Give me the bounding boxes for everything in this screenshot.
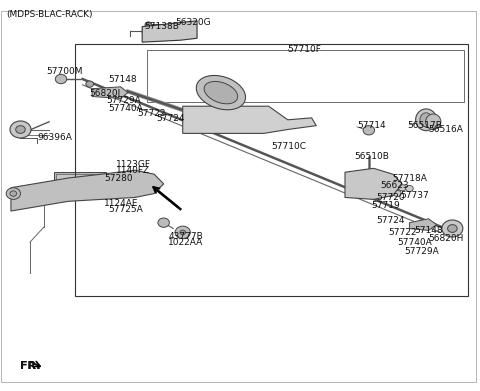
Circle shape [384,185,392,191]
Text: 57722: 57722 [137,109,166,118]
Circle shape [16,126,25,133]
Polygon shape [92,87,128,99]
Text: 56517B: 56517B [407,121,442,130]
Text: FR.: FR. [21,361,41,371]
Text: FR.: FR. [21,361,41,371]
Polygon shape [11,170,164,211]
Text: 57700M: 57700M [47,67,83,76]
Text: 1022AA: 1022AA [168,238,204,247]
FancyBboxPatch shape [54,172,107,196]
FancyBboxPatch shape [56,174,104,194]
Circle shape [363,126,374,135]
Text: (MDPS-BLAC-RACK): (MDPS-BLAC-RACK) [6,11,93,20]
Text: 57740A: 57740A [397,238,432,247]
Circle shape [391,185,399,191]
Circle shape [145,22,152,27]
Text: 56320G: 56320G [176,18,211,27]
Circle shape [447,224,457,232]
Text: 57714: 57714 [357,121,385,130]
Ellipse shape [416,109,437,131]
Text: 57729A: 57729A [405,247,439,256]
Text: 57710F: 57710F [288,45,322,54]
Circle shape [55,74,67,84]
FancyBboxPatch shape [149,23,192,38]
Text: 1123GF: 1123GF [116,160,151,169]
Text: 57718A: 57718A [393,174,428,183]
Text: 1124AE: 1124AE [104,199,139,208]
Text: 57740A: 57740A [109,104,144,113]
Circle shape [180,230,186,235]
Polygon shape [183,106,316,133]
Polygon shape [409,219,437,230]
Circle shape [406,185,413,192]
Circle shape [175,226,191,239]
Ellipse shape [204,81,238,104]
Text: 57280: 57280 [104,174,132,183]
Circle shape [398,185,406,191]
Circle shape [6,188,21,199]
Text: 57719: 57719 [371,201,400,210]
Polygon shape [345,168,402,199]
Text: 57737: 57737 [400,191,429,200]
Text: 57725A: 57725A [109,204,144,213]
Circle shape [158,218,169,227]
Text: 1140FZ: 1140FZ [116,166,150,175]
Text: 96396A: 96396A [37,133,72,142]
Text: 57722: 57722 [388,228,417,237]
Text: 56820H: 56820H [429,234,464,243]
Circle shape [86,81,94,87]
Text: 56516A: 56516A [429,125,463,134]
Text: 57138B: 57138B [144,22,180,31]
Circle shape [10,121,31,138]
Circle shape [394,190,401,197]
Text: 56510B: 56510B [355,152,389,161]
Ellipse shape [426,114,441,129]
Circle shape [10,191,17,196]
Ellipse shape [196,75,246,110]
Circle shape [442,220,463,237]
Text: 57148: 57148 [109,75,137,84]
Text: 57710C: 57710C [271,142,306,151]
Text: 57724: 57724 [156,114,185,123]
Text: 43777B: 43777B [168,232,203,241]
Text: 57724: 57724 [376,216,405,225]
Text: 56623: 56623 [381,181,409,190]
Ellipse shape [420,113,432,127]
Text: 57729A: 57729A [107,96,141,105]
Polygon shape [142,21,197,42]
Text: 57720: 57720 [376,193,405,202]
Text: 56820J: 56820J [90,89,121,98]
Text: 57148: 57148 [414,226,443,235]
Circle shape [386,190,394,197]
